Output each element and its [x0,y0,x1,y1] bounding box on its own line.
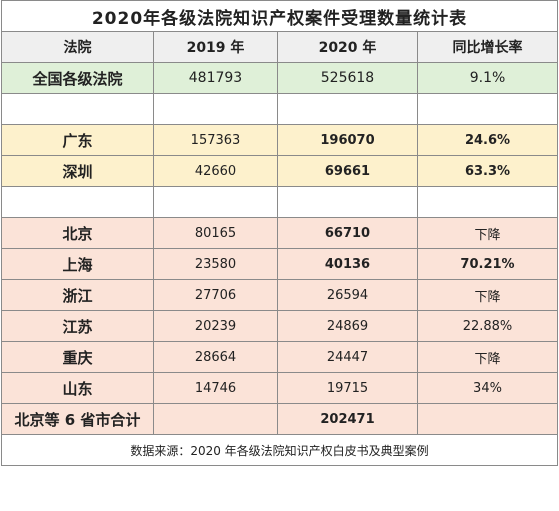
cases-2020: 19715 [277,372,418,404]
growth-rate: 下降 [416,217,559,249]
cases-2020: 24447 [277,341,418,373]
court-name: 浙江 [1,279,154,311]
title-row: 2020年各级法院知识产权案件受理数量统计表 [0,0,559,32]
growth-rate: 63.3% [416,155,559,187]
table-row: 浙江 27706 26594 下降 [1,279,559,311]
table-row: 深圳 42660 69661 63.3% [1,155,559,187]
spacer-cell [153,186,278,218]
cases-2019 [153,403,278,435]
cases-2019: 23580 [153,248,278,280]
spacer-cell [277,186,418,218]
cases-2019: 481793 [153,62,278,94]
cases-2019: 14746 [153,372,278,404]
cases-2020: 202471 [277,403,418,435]
growth-rate [416,403,559,435]
court-name: 重庆 [1,341,154,373]
table-row: 江苏 20239 24869 22.88% [1,310,559,342]
ip-case-statistics-table: 2020年各级法院知识产权案件受理数量统计表 法院 2019 年 2020 年 … [0,0,559,466]
growth-rate: 下降 [416,279,559,311]
growth-rate: 34% [416,372,559,404]
spacer-cell [416,186,559,218]
cases-2019: 80165 [153,217,278,249]
spacer-cell [1,93,154,125]
court-name: 北京等 6 省市合计 [1,403,154,435]
court-name: 广东 [1,124,154,156]
cases-2019: 20239 [153,310,278,342]
cases-2020: 24869 [277,310,418,342]
cases-2020: 26594 [277,279,418,311]
cases-2020: 525618 [277,62,418,94]
spacer-row [1,93,559,125]
table-row: 山东 14746 19715 34% [1,372,559,404]
court-name: 山东 [1,372,154,404]
header-growth: 同比增长率 [416,31,559,63]
court-name: 全国各级法院 [1,62,154,94]
growth-rate: 9.1% [416,62,559,94]
table-row: 重庆 28664 24447 下降 [1,341,559,373]
spacer-cell [416,93,559,125]
court-name: 深圳 [1,155,154,187]
source-note: 数据来源：2020 年各级法院知识产权白皮书及典型案例 [0,434,559,466]
header-2020: 2020 年 [277,31,418,63]
header-2019: 2019 年 [153,31,278,63]
source-row: 数据来源：2020 年各级法院知识产权白皮书及典型案例 [0,434,559,466]
cases-2020: 40136 [277,248,418,280]
cases-2020: 66710 [277,217,418,249]
spacer-row [1,186,559,218]
table-row: 北京 80165 66710 下降 [1,217,559,249]
growth-rate: 22.88% [416,310,559,342]
court-name: 上海 [1,248,154,280]
court-name: 江苏 [1,310,154,342]
table-title: 2020年各级法院知识产权案件受理数量统计表 [0,0,559,32]
cases-2019: 42660 [153,155,278,187]
header-court: 法院 [1,31,154,63]
spacer-cell [1,186,154,218]
growth-rate: 24.6% [416,124,559,156]
national-total-row: 全国各级法院 481793 525618 9.1% [1,62,559,94]
spacer-cell [277,93,418,125]
table-row: 上海 23580 40136 70.21% [1,248,559,280]
cases-2020: 196070 [277,124,418,156]
spacer-cell [153,93,278,125]
table-row: 广东 157363 196070 24.6% [1,124,559,156]
cases-2019: 28664 [153,341,278,373]
cases-2019: 27706 [153,279,278,311]
court-name: 北京 [1,217,154,249]
growth-rate: 70.21% [416,248,559,280]
header-row: 法院 2019 年 2020 年 同比增长率 [1,31,559,63]
subtotal-row: 北京等 6 省市合计 202471 [1,403,559,435]
cases-2019: 157363 [153,124,278,156]
growth-rate: 下降 [416,341,559,373]
cases-2020: 69661 [277,155,418,187]
